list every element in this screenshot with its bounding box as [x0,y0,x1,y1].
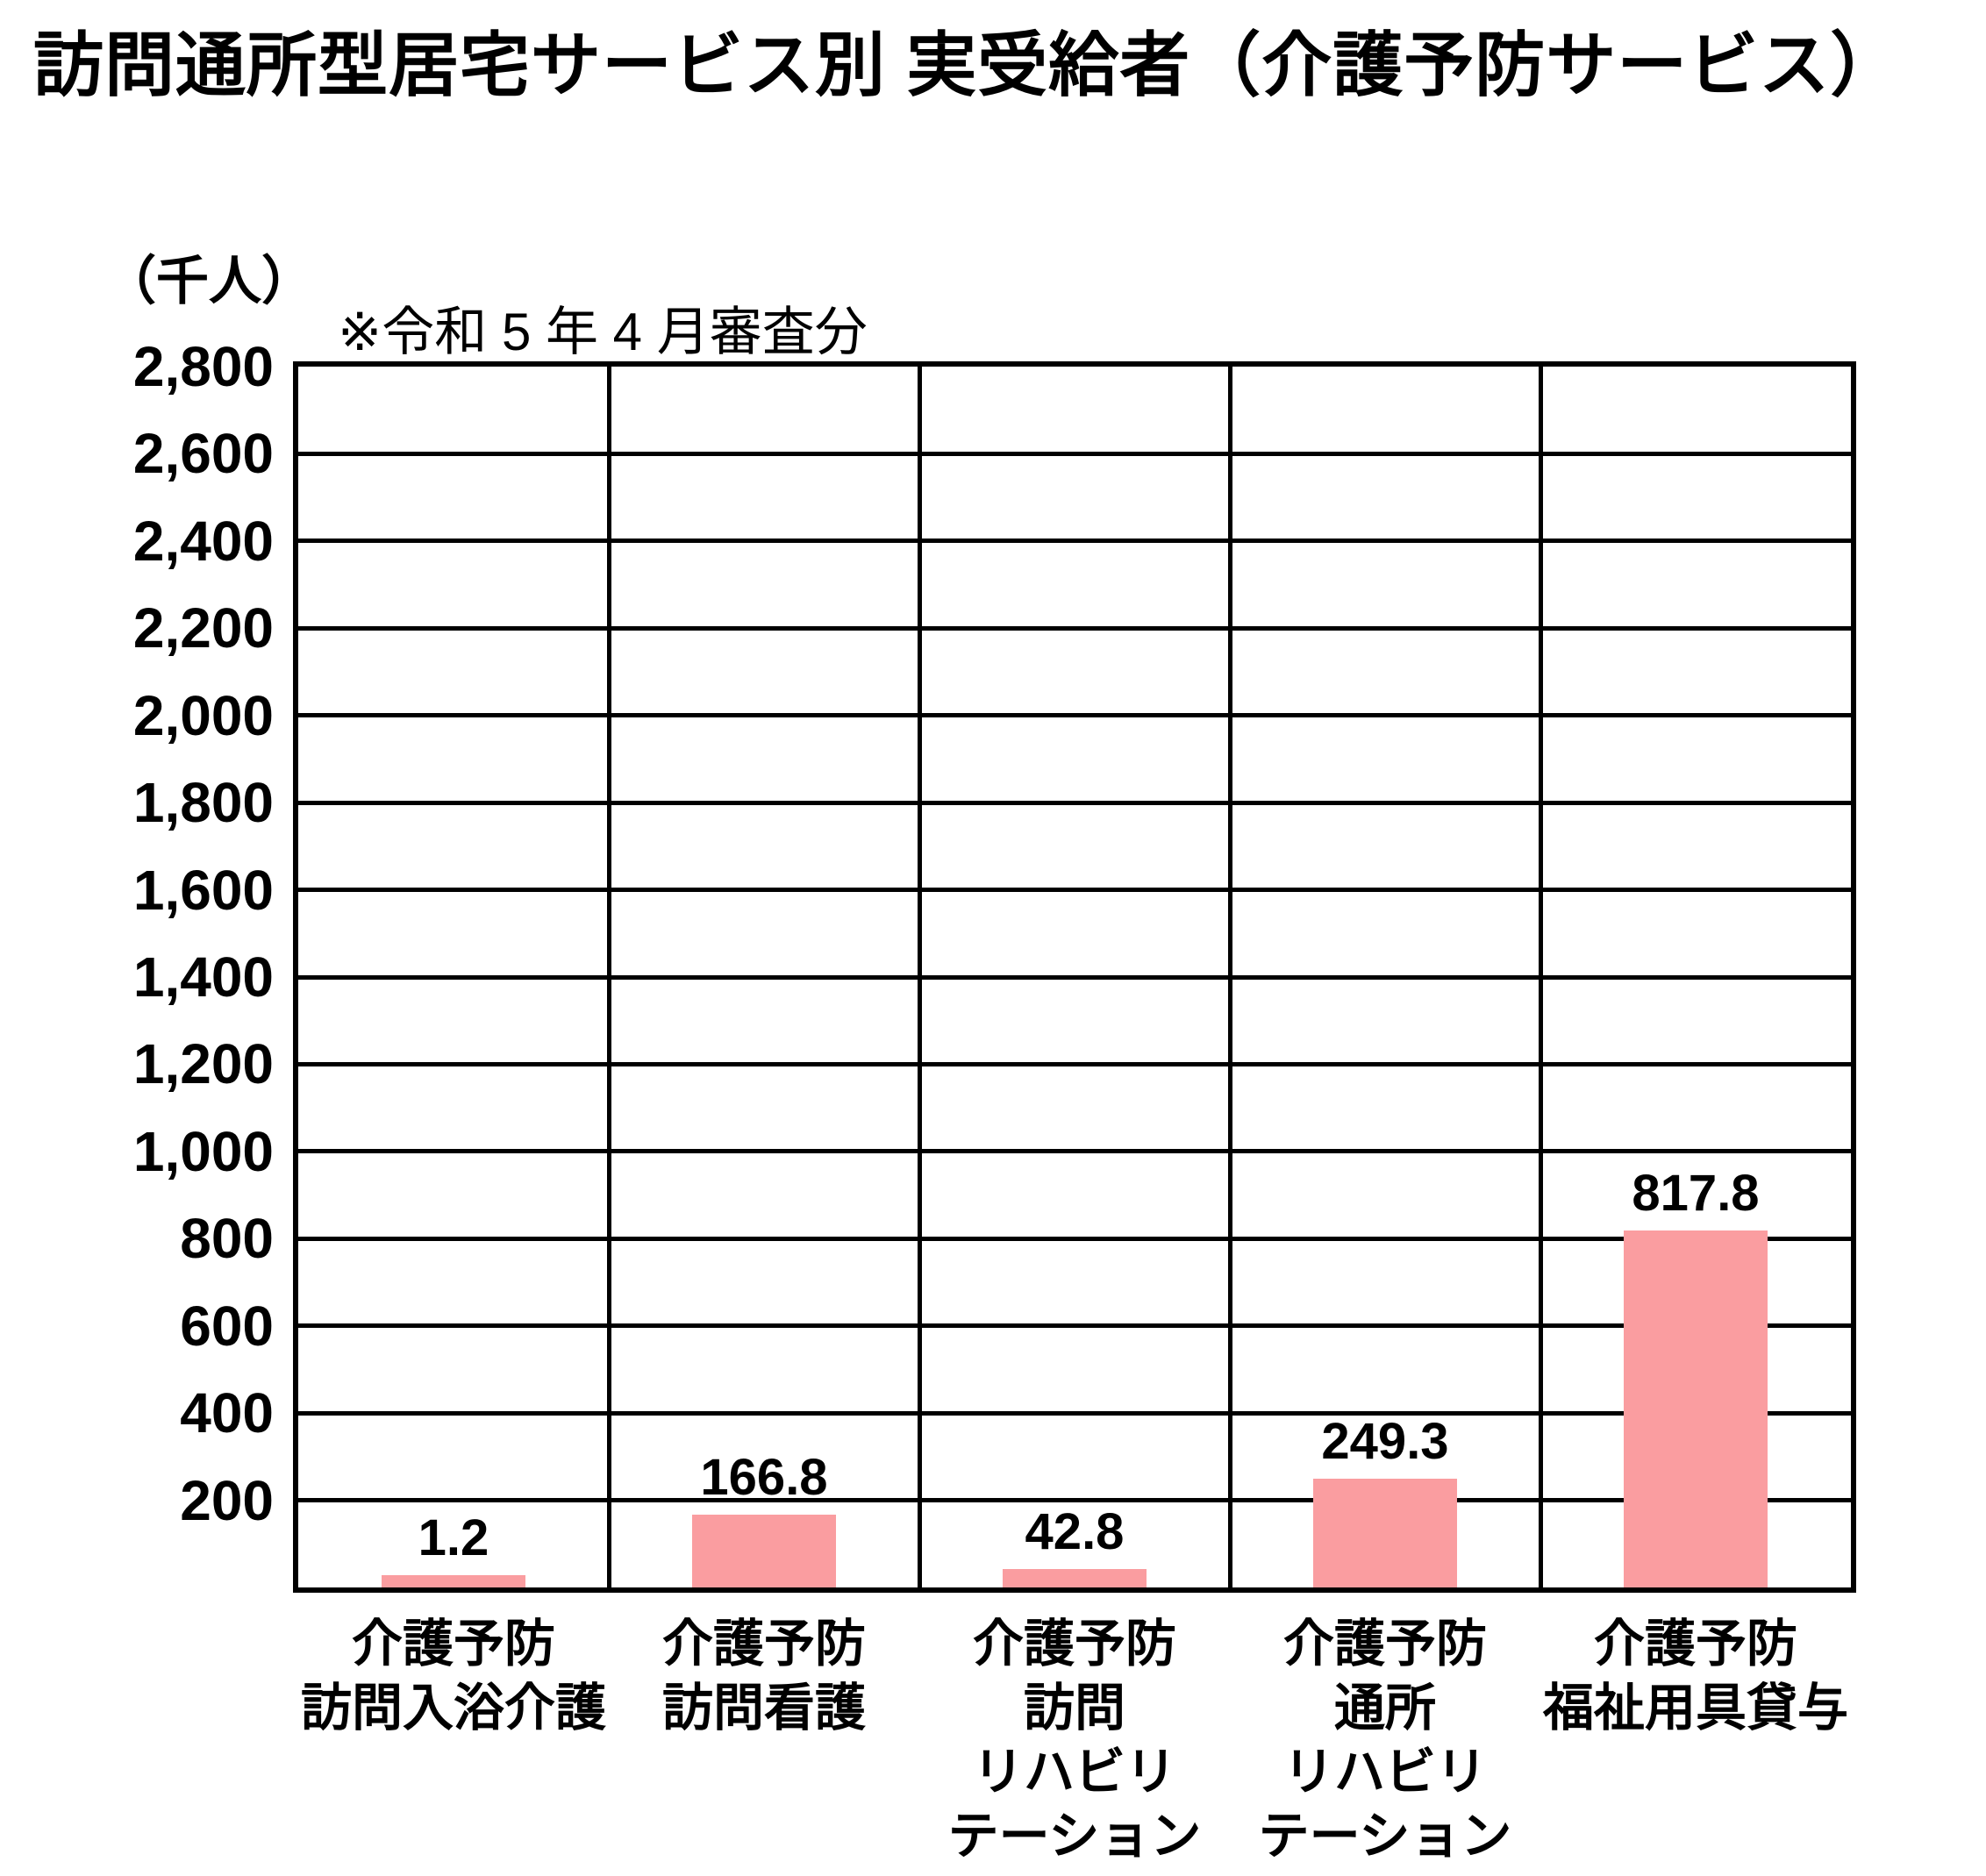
gridline-horizontal [298,1498,1851,1503]
category-label-line: 訪問入浴介護 [300,1680,607,1737]
category-label-line: 介護予防 [351,1616,556,1673]
y-tick-label: 2,000 [132,683,274,747]
category-label-line: テーション [1258,1808,1512,1865]
y-tick-label: 2,600 [132,422,274,486]
y-axis-unit-label: （千人） [104,252,314,310]
y-tick-label: 1,800 [132,771,274,835]
y-tick-label: 1,600 [132,858,274,922]
category-label-line: リハビリ [1282,1744,1487,1801]
category-label-line: リハビリ [972,1744,1176,1801]
gridline-horizontal [298,713,1851,718]
gridline-horizontal [298,974,1851,980]
category-label: 介護予防訪問入浴介護 [301,1612,606,1740]
gridline-horizontal [298,539,1851,544]
category-label: 介護予防通所リハビリテーション [1259,1612,1512,1868]
category-label-line: 介護予防 [661,1616,867,1673]
bar-value-label: 249.3 [1321,1413,1449,1471]
category-label: 介護予防訪問リハビリテーション [948,1612,1202,1868]
y-tick-label: 1,400 [132,945,274,1009]
category-label-line: テーション [947,1808,1202,1865]
gridline-horizontal [298,1323,1851,1329]
y-tick-label: 400 [180,1381,274,1445]
gridline-horizontal [298,1149,1851,1154]
category-label-line: 訪問 [1023,1680,1125,1737]
chart-title: 訪問通所型居宅サービス別 実受給者（介護予防サービス） [33,26,1902,104]
y-tick-label: 2,400 [132,509,274,573]
y-tick-label: 1,200 [132,1032,274,1096]
bar-value-label: 42.8 [1025,1502,1125,1560]
bar-value-label: 1.2 [418,1509,489,1566]
y-tick-label: 2,200 [132,596,274,660]
gridline-horizontal [298,625,1851,631]
review-period-note: ※令和 5 年 4 月審査分 [338,303,868,361]
bar [1003,1568,1147,1587]
gridline-vertical [606,367,611,1587]
bar [1624,1230,1768,1587]
gridline-horizontal [298,451,1851,456]
category-label-line: 介護予防 [1282,1616,1487,1673]
y-tick-label: 600 [180,1294,274,1358]
gridline-horizontal [298,888,1851,893]
bar-value-label: 817.8 [1632,1165,1760,1223]
category-label-line: 訪問看護 [661,1680,867,1737]
y-tick-label: 2,800 [132,335,274,398]
gridline-vertical [917,367,922,1587]
y-tick-label: 800 [180,1207,274,1271]
bar [1313,1479,1457,1587]
bar-value-label: 166.8 [700,1449,828,1507]
gridline-horizontal [298,800,1851,805]
category-label: 介護予防福祉用具貸与 [1543,1612,1848,1740]
category-label-line: 介護予防 [1593,1616,1798,1673]
gridline-vertical [1227,367,1232,1587]
y-tick-label: 1,000 [132,1119,274,1183]
gridline-horizontal [298,1061,1851,1066]
category-label-line: 通所 [1333,1680,1436,1737]
gridline-vertical [1538,367,1543,1587]
bar [692,1515,836,1587]
gridline-horizontal [298,1410,1851,1416]
category-label: 介護予防 訪問看護 [662,1612,866,1740]
bar [382,1575,525,1587]
gridline-horizontal [298,1236,1851,1241]
category-label-line: 介護予防 [972,1616,1176,1673]
category-label-line: 福祉用具貸与 [1542,1680,1849,1737]
y-tick-label: 200 [180,1468,274,1532]
